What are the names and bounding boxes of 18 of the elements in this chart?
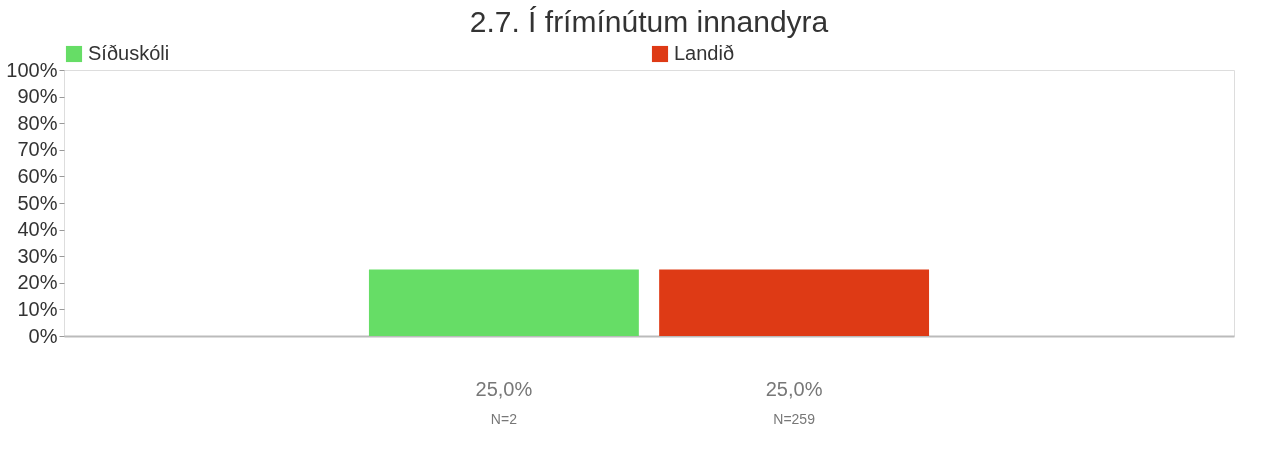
data-label: 25,0% <box>475 378 533 400</box>
legend-label: Landið <box>674 42 735 64</box>
text: N=259 <box>773 411 816 427</box>
y-tick-label: 10% <box>17 297 58 320</box>
chart-title: 2.7. Í frímínútum innandyra <box>469 5 829 38</box>
y-tick-label: 70% <box>17 138 58 161</box>
y-tick-label: 40% <box>17 218 58 241</box>
y-tick-label: 60% <box>17 164 58 187</box>
y-tick-label: 50% <box>17 191 58 214</box>
y-tick-label: 100% <box>6 58 58 81</box>
legend-label: Síðuskóli <box>88 42 170 64</box>
y-tick-label: 20% <box>17 271 58 294</box>
text: N=2 <box>490 411 518 427</box>
y-tick-label: 30% <box>17 244 58 267</box>
data-label: 25,0% <box>765 378 823 400</box>
y-tick-label: 0% <box>28 324 58 347</box>
y-tick-label: 80% <box>17 111 58 134</box>
y-tick-label: 90% <box>17 85 58 108</box>
